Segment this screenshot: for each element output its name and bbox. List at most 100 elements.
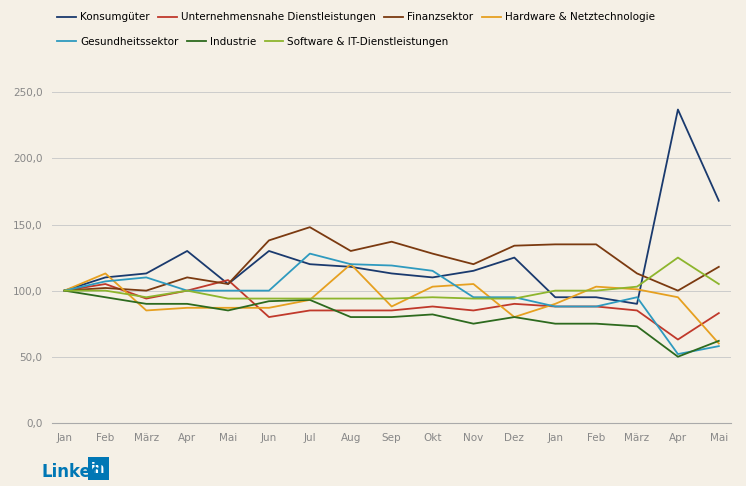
Software & IT-Dienstleistungen bbox=[183, 288, 192, 294]
Hardware & Netztechnologie bbox=[387, 304, 396, 310]
Gesundheitssektor bbox=[183, 288, 192, 294]
Konsumgüter bbox=[510, 255, 518, 260]
Gesundheitssektor bbox=[305, 251, 314, 257]
Konsumgüter bbox=[346, 264, 355, 270]
Software & IT-Dienstleistungen bbox=[592, 288, 601, 294]
Finanzsektor bbox=[60, 288, 69, 294]
Industrie bbox=[715, 338, 724, 344]
Hardware & Netztechnologie bbox=[428, 284, 437, 290]
Hardware & Netztechnologie bbox=[633, 286, 642, 292]
Konsumgüter bbox=[428, 275, 437, 280]
Konsumgüter bbox=[715, 198, 724, 204]
Line: Gesundheitssektor: Gesundheitssektor bbox=[64, 254, 719, 354]
Legend: Konsumgüter, Unternehmensnahe Dienstleistungen, Finanzsektor, Hardware & Netztec: Konsumgüter, Unternehmensnahe Dienstleis… bbox=[57, 13, 655, 22]
Finanzsektor bbox=[469, 261, 478, 267]
Unternehmensnahe Dienstleistungen bbox=[387, 308, 396, 313]
Gesundheitssektor bbox=[142, 275, 151, 280]
Unternehmensnahe Dienstleistungen bbox=[551, 304, 560, 310]
Software & IT-Dienstleistungen bbox=[387, 295, 396, 301]
Finanzsektor bbox=[633, 271, 642, 277]
Industrie bbox=[674, 354, 683, 360]
Hardware & Netztechnologie bbox=[510, 314, 518, 320]
Industrie bbox=[633, 323, 642, 329]
Industrie bbox=[224, 308, 233, 313]
Gesundheitssektor bbox=[633, 295, 642, 300]
Konsumgüter bbox=[674, 106, 683, 112]
Software & IT-Dienstleistungen bbox=[305, 295, 314, 301]
Hardware & Netztechnologie bbox=[265, 305, 274, 311]
Konsumgüter bbox=[60, 288, 69, 294]
Gesundheitssektor bbox=[346, 261, 355, 267]
Gesundheitssektor bbox=[674, 351, 683, 357]
Unternehmensnahe Dienstleistungen bbox=[510, 301, 518, 307]
Hardware & Netztechnologie bbox=[346, 261, 355, 267]
Konsumgüter bbox=[183, 248, 192, 254]
Line: Finanzsektor: Finanzsektor bbox=[64, 227, 719, 291]
Unternehmensnahe Dienstleistungen bbox=[183, 288, 192, 294]
Software & IT-Dienstleistungen bbox=[428, 295, 437, 300]
Konsumgüter bbox=[142, 271, 151, 277]
Hardware & Netztechnologie bbox=[224, 305, 233, 311]
Unternehmensnahe Dienstleistungen bbox=[224, 277, 233, 283]
Software & IT-Dienstleistungen bbox=[346, 295, 355, 301]
Industrie bbox=[510, 314, 518, 320]
Gesundheitssektor bbox=[715, 343, 724, 349]
Gesundheitssektor bbox=[265, 288, 274, 294]
Hardware & Netztechnologie bbox=[469, 281, 478, 287]
Hardware & Netztechnologie bbox=[592, 284, 601, 290]
Industrie bbox=[265, 298, 274, 304]
Unternehmensnahe Dienstleistungen bbox=[265, 314, 274, 320]
Industrie bbox=[551, 321, 560, 327]
Finanzsektor bbox=[592, 242, 601, 247]
Finanzsektor bbox=[551, 242, 560, 247]
Industrie bbox=[183, 301, 192, 307]
Software & IT-Dienstleistungen bbox=[674, 255, 683, 260]
Finanzsektor bbox=[142, 288, 151, 294]
Hardware & Netztechnologie bbox=[715, 341, 724, 347]
Finanzsektor bbox=[428, 251, 437, 257]
Konsumgüter bbox=[101, 275, 110, 280]
Unternehmensnahe Dienstleistungen bbox=[142, 295, 151, 301]
Industrie bbox=[469, 321, 478, 327]
Unternehmensnahe Dienstleistungen bbox=[715, 310, 724, 316]
Industrie bbox=[142, 301, 151, 307]
Hardware & Netztechnologie bbox=[142, 308, 151, 313]
Hardware & Netztechnologie bbox=[551, 301, 560, 307]
Finanzsektor bbox=[674, 288, 683, 294]
Unternehmensnahe Dienstleistungen bbox=[101, 281, 110, 287]
Software & IT-Dienstleistungen bbox=[510, 295, 518, 301]
Software & IT-Dienstleistungen bbox=[142, 295, 151, 300]
Software & IT-Dienstleistungen bbox=[715, 281, 724, 287]
Industrie bbox=[387, 314, 396, 320]
Gesundheitssektor bbox=[101, 278, 110, 284]
Text: Linked: Linked bbox=[41, 463, 103, 481]
Unternehmensnahe Dienstleistungen bbox=[305, 308, 314, 313]
Hardware & Netztechnologie bbox=[60, 288, 69, 294]
Text: in: in bbox=[91, 462, 106, 475]
Line: Industrie: Industrie bbox=[64, 291, 719, 357]
Unternehmensnahe Dienstleistungen bbox=[674, 337, 683, 343]
Unternehmensnahe Dienstleistungen bbox=[592, 304, 601, 310]
Line: Hardware & Netztechnologie: Hardware & Netztechnologie bbox=[64, 264, 719, 344]
Gesundheitssektor bbox=[387, 262, 396, 268]
Finanzsektor bbox=[265, 238, 274, 243]
Unternehmensnahe Dienstleistungen bbox=[60, 288, 69, 294]
Industrie bbox=[305, 297, 314, 303]
Software & IT-Dienstleistungen bbox=[551, 288, 560, 294]
Konsumgüter bbox=[469, 268, 478, 274]
Finanzsektor bbox=[346, 248, 355, 254]
Software & IT-Dienstleistungen bbox=[633, 284, 642, 290]
Software & IT-Dienstleistungen bbox=[469, 295, 478, 301]
Konsumgüter bbox=[265, 248, 274, 254]
Software & IT-Dienstleistungen bbox=[265, 295, 274, 301]
Konsumgüter bbox=[305, 261, 314, 267]
Gesundheitssektor bbox=[551, 304, 560, 310]
Hardware & Netztechnologie bbox=[101, 271, 110, 277]
Gesundheitssektor bbox=[428, 268, 437, 274]
Gesundheitssektor bbox=[60, 288, 69, 294]
Software & IT-Dienstleistungen bbox=[60, 288, 69, 294]
Unternehmensnahe Dienstleistungen bbox=[428, 304, 437, 310]
Hardware & Netztechnologie bbox=[305, 297, 314, 303]
Finanzsektor bbox=[387, 239, 396, 244]
Hardware & Netztechnologie bbox=[183, 305, 192, 311]
